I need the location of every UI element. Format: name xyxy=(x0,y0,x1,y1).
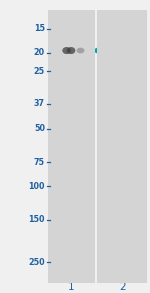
Text: 50: 50 xyxy=(34,124,45,133)
Text: 100: 100 xyxy=(28,182,45,191)
Text: 15: 15 xyxy=(34,24,45,33)
Text: 25: 25 xyxy=(34,67,45,76)
Text: 150: 150 xyxy=(28,215,45,224)
Text: 37: 37 xyxy=(34,99,45,108)
Text: 75: 75 xyxy=(34,158,45,167)
Text: 1: 1 xyxy=(68,282,75,292)
Text: 250: 250 xyxy=(28,258,45,267)
Text: 20: 20 xyxy=(34,48,45,57)
Text: 2: 2 xyxy=(120,282,126,292)
